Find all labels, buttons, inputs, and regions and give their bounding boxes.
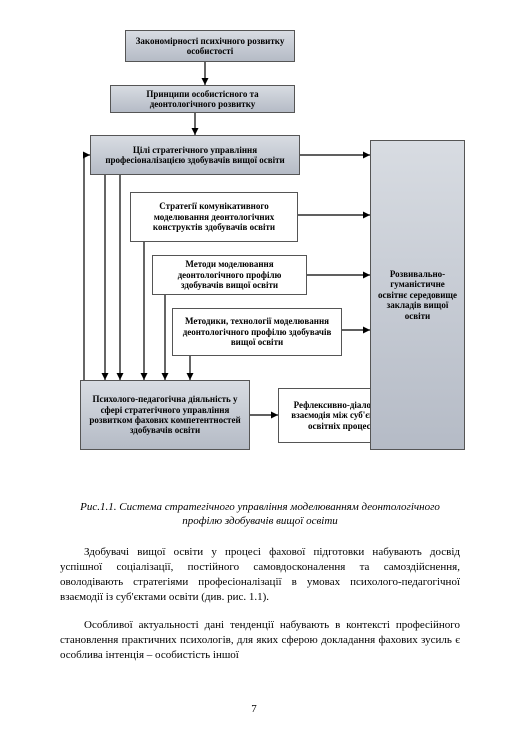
flow-node-n7: Психолого-педагогічна діяльність у сфері… <box>80 380 250 450</box>
paragraph-2: Особливої актуальності дані тенденції на… <box>60 618 460 663</box>
flow-node-n9: Розвивально-гуманістичне освітнє середов… <box>370 140 465 450</box>
flow-node-n6: Методики, технології моделювання деонтол… <box>172 308 342 356</box>
page-number: 7 <box>0 703 508 715</box>
flow-node-n1: Закономірності психічного розвитку особи… <box>125 30 295 62</box>
paragraph-1: Здобувачі вищої освіти у процесі фахової… <box>60 545 460 604</box>
flow-node-n5: Методи моделювання деонтологічного профі… <box>152 255 307 295</box>
flow-node-n2: Принципи особистісного та деонтологічног… <box>110 85 295 113</box>
flowchart-container: Закономірності психічного розвитку особи… <box>70 30 470 480</box>
flow-node-n3: Цілі стратегічного управління професіона… <box>90 135 300 175</box>
flow-node-n4: Стратегії комунікативного моделювання де… <box>130 192 298 242</box>
figure-caption: Рис.1.1. Система стратегічного управлінн… <box>60 500 460 529</box>
